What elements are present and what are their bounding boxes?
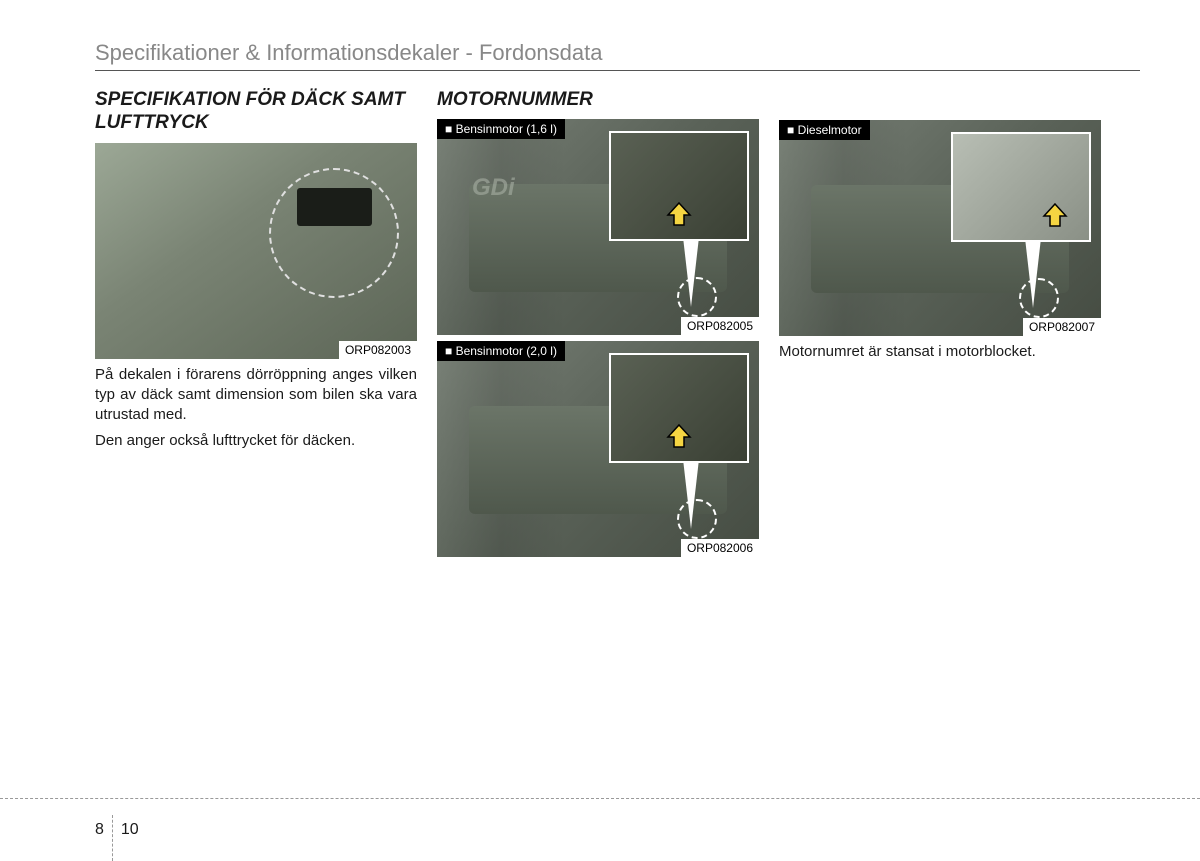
column-middle: MOTORNUMMER GDi ■ Bensinmotor (1,6 l) OR… bbox=[437, 89, 759, 563]
section-number: 8 bbox=[95, 821, 104, 839]
heading-engine-number: MOTORNUMMER bbox=[437, 89, 759, 111]
pointer-circle bbox=[1019, 278, 1059, 318]
page-footer: 8 10 bbox=[0, 798, 1200, 799]
page-number: 10 bbox=[121, 821, 139, 839]
figure-code: ORP082006 bbox=[681, 539, 759, 557]
figure-label: ■ Dieselmotor bbox=[779, 120, 870, 140]
figure-code: ORP082007 bbox=[1023, 318, 1101, 336]
inset-detail bbox=[609, 131, 749, 241]
figure-door-decal: ORP082003 bbox=[95, 143, 417, 359]
page-divider bbox=[112, 815, 113, 861]
figure-label: ■ Bensinmotor (1,6 l) bbox=[437, 119, 565, 139]
figure-code: ORP082003 bbox=[339, 341, 417, 359]
page-header: Specifikationer & Informationsdekaler - … bbox=[95, 40, 1140, 71]
column-left: SPECIFIKATION FÖR DÄCK SAMT LUFTTRYCK OR… bbox=[95, 89, 417, 563]
arrow-up-icon bbox=[664, 423, 694, 449]
inset-detail bbox=[609, 353, 749, 463]
column-right: CRDi 16 ■ Dieselmotor ORP082007 Motornum… bbox=[779, 89, 1101, 563]
pointer-circle bbox=[677, 277, 717, 317]
figure-code: ORP082005 bbox=[681, 317, 759, 335]
heading-tire-spec: SPECIFIKATION FÖR DÄCK SAMT LUFTTRYCK bbox=[95, 89, 417, 135]
heading-spacer bbox=[779, 89, 1101, 120]
body-text-engine: Motornumret är stansat i motorblocket. bbox=[779, 342, 1101, 362]
figure-label: ■ Bensinmotor (2,0 l) bbox=[437, 341, 565, 361]
arrow-up-icon bbox=[664, 201, 694, 227]
content-area: SPECIFIKATION FÖR DÄCK SAMT LUFTTRYCK OR… bbox=[95, 89, 1140, 563]
engine-label-text: GDi bbox=[472, 174, 515, 202]
arrow-up-icon bbox=[1040, 202, 1070, 228]
body-text-2: Den anger också lufttrycket för däcken. bbox=[95, 431, 417, 451]
figure-engine-gasoline-16: GDi ■ Bensinmotor (1,6 l) ORP082005 bbox=[437, 119, 759, 335]
inset-detail bbox=[951, 132, 1091, 242]
body-text-1: På dekalen i förarens dörröppning anges … bbox=[95, 365, 417, 426]
figure-engine-diesel: CRDi 16 ■ Dieselmotor ORP082007 bbox=[779, 120, 1101, 336]
page-number-box: 8 10 bbox=[95, 807, 139, 853]
highlight-circle bbox=[269, 168, 399, 298]
pointer-circle bbox=[677, 499, 717, 539]
figure-engine-gasoline-20: ■ Bensinmotor (2,0 l) ORP082006 bbox=[437, 341, 759, 557]
